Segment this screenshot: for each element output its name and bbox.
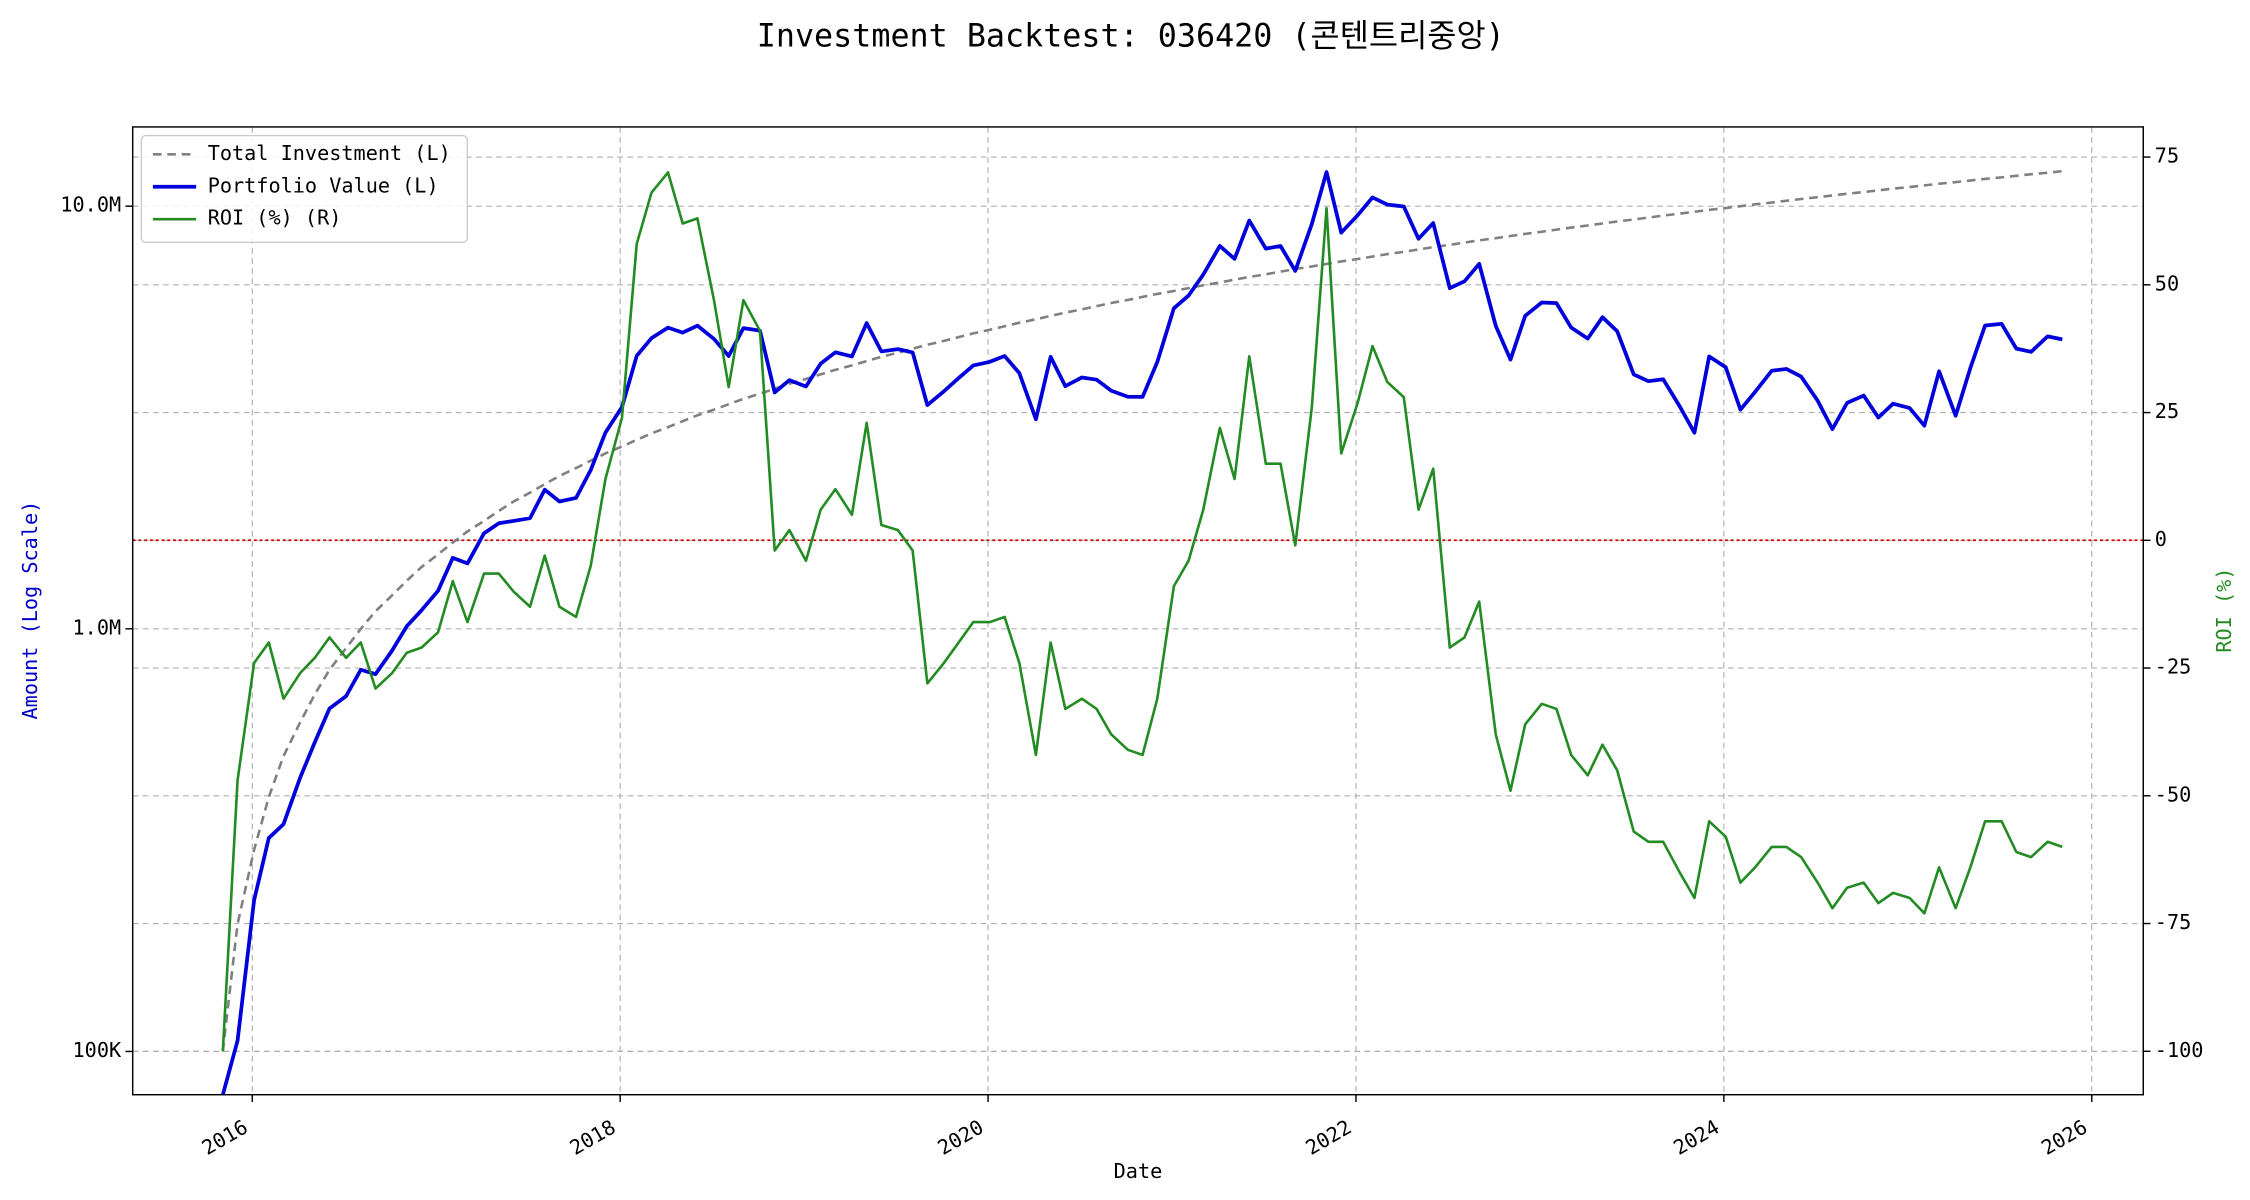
y2-tick-label: -75 <box>2155 910 2191 934</box>
y2-tick-label: 25 <box>2155 399 2179 423</box>
y-tick-label: 1.0M <box>73 615 122 639</box>
x-tick-label: 2026 <box>2037 1115 2091 1160</box>
y2-tick-label: 50 <box>2155 271 2179 295</box>
x-axis-label: Date <box>1114 1159 1163 1183</box>
legend-label: ROI (%) (R) <box>208 206 342 230</box>
x-tick-label: 2018 <box>566 1115 620 1160</box>
legend-label: Portfolio Value (L) <box>208 173 439 197</box>
legend-label: Total Investment (L) <box>208 141 451 165</box>
y2-tick-label: -25 <box>2155 655 2191 679</box>
legend: Total Investment (L) Portfolio Value (L) R… <box>140 134 469 244</box>
y2-tick-label: -50 <box>2155 782 2191 806</box>
series-line <box>221 170 2063 1095</box>
y-axis-label: Amount (Log Scale) <box>18 501 42 720</box>
series-line <box>221 169 2063 1052</box>
x-tick-label: 2022 <box>1301 1115 1355 1160</box>
x-tick-label: 2024 <box>1669 1115 1723 1160</box>
y2-tick-label: 75 <box>2155 144 2179 168</box>
y-tick-label: 100K <box>73 1038 122 1062</box>
legend-box <box>140 134 469 244</box>
y2-tick-label: 0 <box>2155 527 2167 551</box>
y-tick-label: 10.0M <box>60 193 121 217</box>
series-line <box>221 171 2063 1052</box>
chart-title: Investment Backtest: 036420 (콘텐트리중앙) <box>757 19 1505 55</box>
y2-axis-label: ROI (%) <box>2212 568 2236 653</box>
plot-frame <box>131 126 2144 1096</box>
x-tick-label: 2016 <box>198 1115 252 1160</box>
y2-tick-label: -100 <box>2155 1038 2204 1062</box>
plot-area <box>221 169 2063 1095</box>
x-tick-label: 2020 <box>933 1115 987 1160</box>
